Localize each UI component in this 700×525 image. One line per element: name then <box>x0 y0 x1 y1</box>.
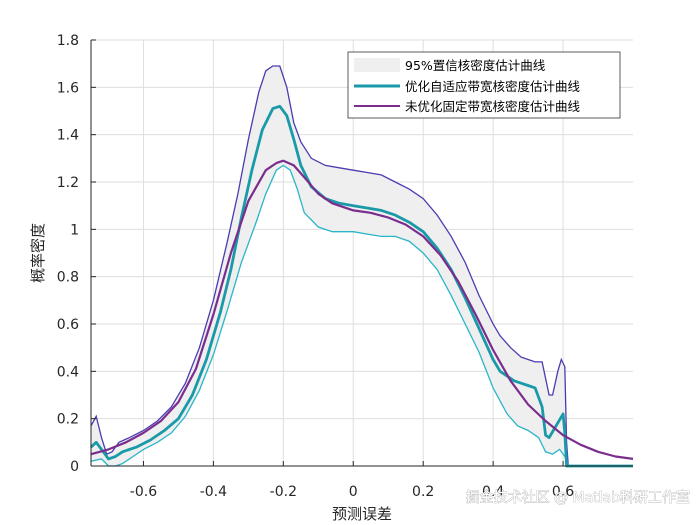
watermark: 掘金技术社区 @ Matlab科研工作室 <box>466 489 690 506</box>
x-tick-label-6: 0.6 <box>552 484 574 500</box>
legend: 95%置信核密度估计曲线 优化自适应带宽核密度估计曲线 未优化固定带宽核密度估计… <box>347 51 621 119</box>
y-tick-label-4: 0.8 <box>57 270 79 286</box>
confidence-band <box>90 65 569 467</box>
x-tick-label-0: -0.6 <box>130 484 157 500</box>
y-tick-label-7: 1.4 <box>57 128 79 144</box>
x-tick-label-1: -0.4 <box>200 484 227 500</box>
y-tick-label-5: 1 <box>70 222 79 238</box>
x-tick-label-5: 0.4 <box>482 484 504 500</box>
x-axis-label: 预测误差 <box>332 505 392 523</box>
band-upper-edge <box>90 65 569 467</box>
y-tick-label-1: 0.2 <box>57 412 79 428</box>
x-tick-label-2: -0.2 <box>270 484 297 500</box>
y-tick-label-9: 1.8 <box>57 33 79 49</box>
legend-swatch-band <box>354 58 400 72</box>
band-fill <box>91 66 569 466</box>
x-tick-labels: -0.6 -0.4 -0.2 0 0.2 0.4 0.6 <box>130 484 575 500</box>
y-tick-labels: 0 0.2 0.4 0.6 0.8 1 1.2 1.4 1.6 1.8 <box>57 33 79 475</box>
x-tick-label-4: 0.2 <box>412 484 434 500</box>
y-tick-label-3: 0.6 <box>57 317 79 333</box>
axes <box>90 39 633 467</box>
y-tick-label-2: 0.4 <box>57 364 79 380</box>
y-axis-label: 概率密度 <box>29 223 47 283</box>
legend-label-band: 95%置信核密度估计曲线 <box>405 58 546 73</box>
series-line-1 <box>90 159 634 460</box>
series-line-0 <box>90 104 633 468</box>
legend-label-adaptive: 优化自适应带宽核密度估计曲线 <box>405 79 581 94</box>
y-tick-label-6: 1.2 <box>57 175 79 191</box>
y-tick-label-8: 1.6 <box>57 80 79 96</box>
band-lower-edge <box>90 164 569 467</box>
y-tick-label-0: 0 <box>70 459 79 475</box>
x-tick-label-3: 0 <box>349 484 358 500</box>
series-lines <box>90 104 634 468</box>
legend-label-fixed: 未优化固定带宽核密度估计曲线 <box>405 99 581 114</box>
